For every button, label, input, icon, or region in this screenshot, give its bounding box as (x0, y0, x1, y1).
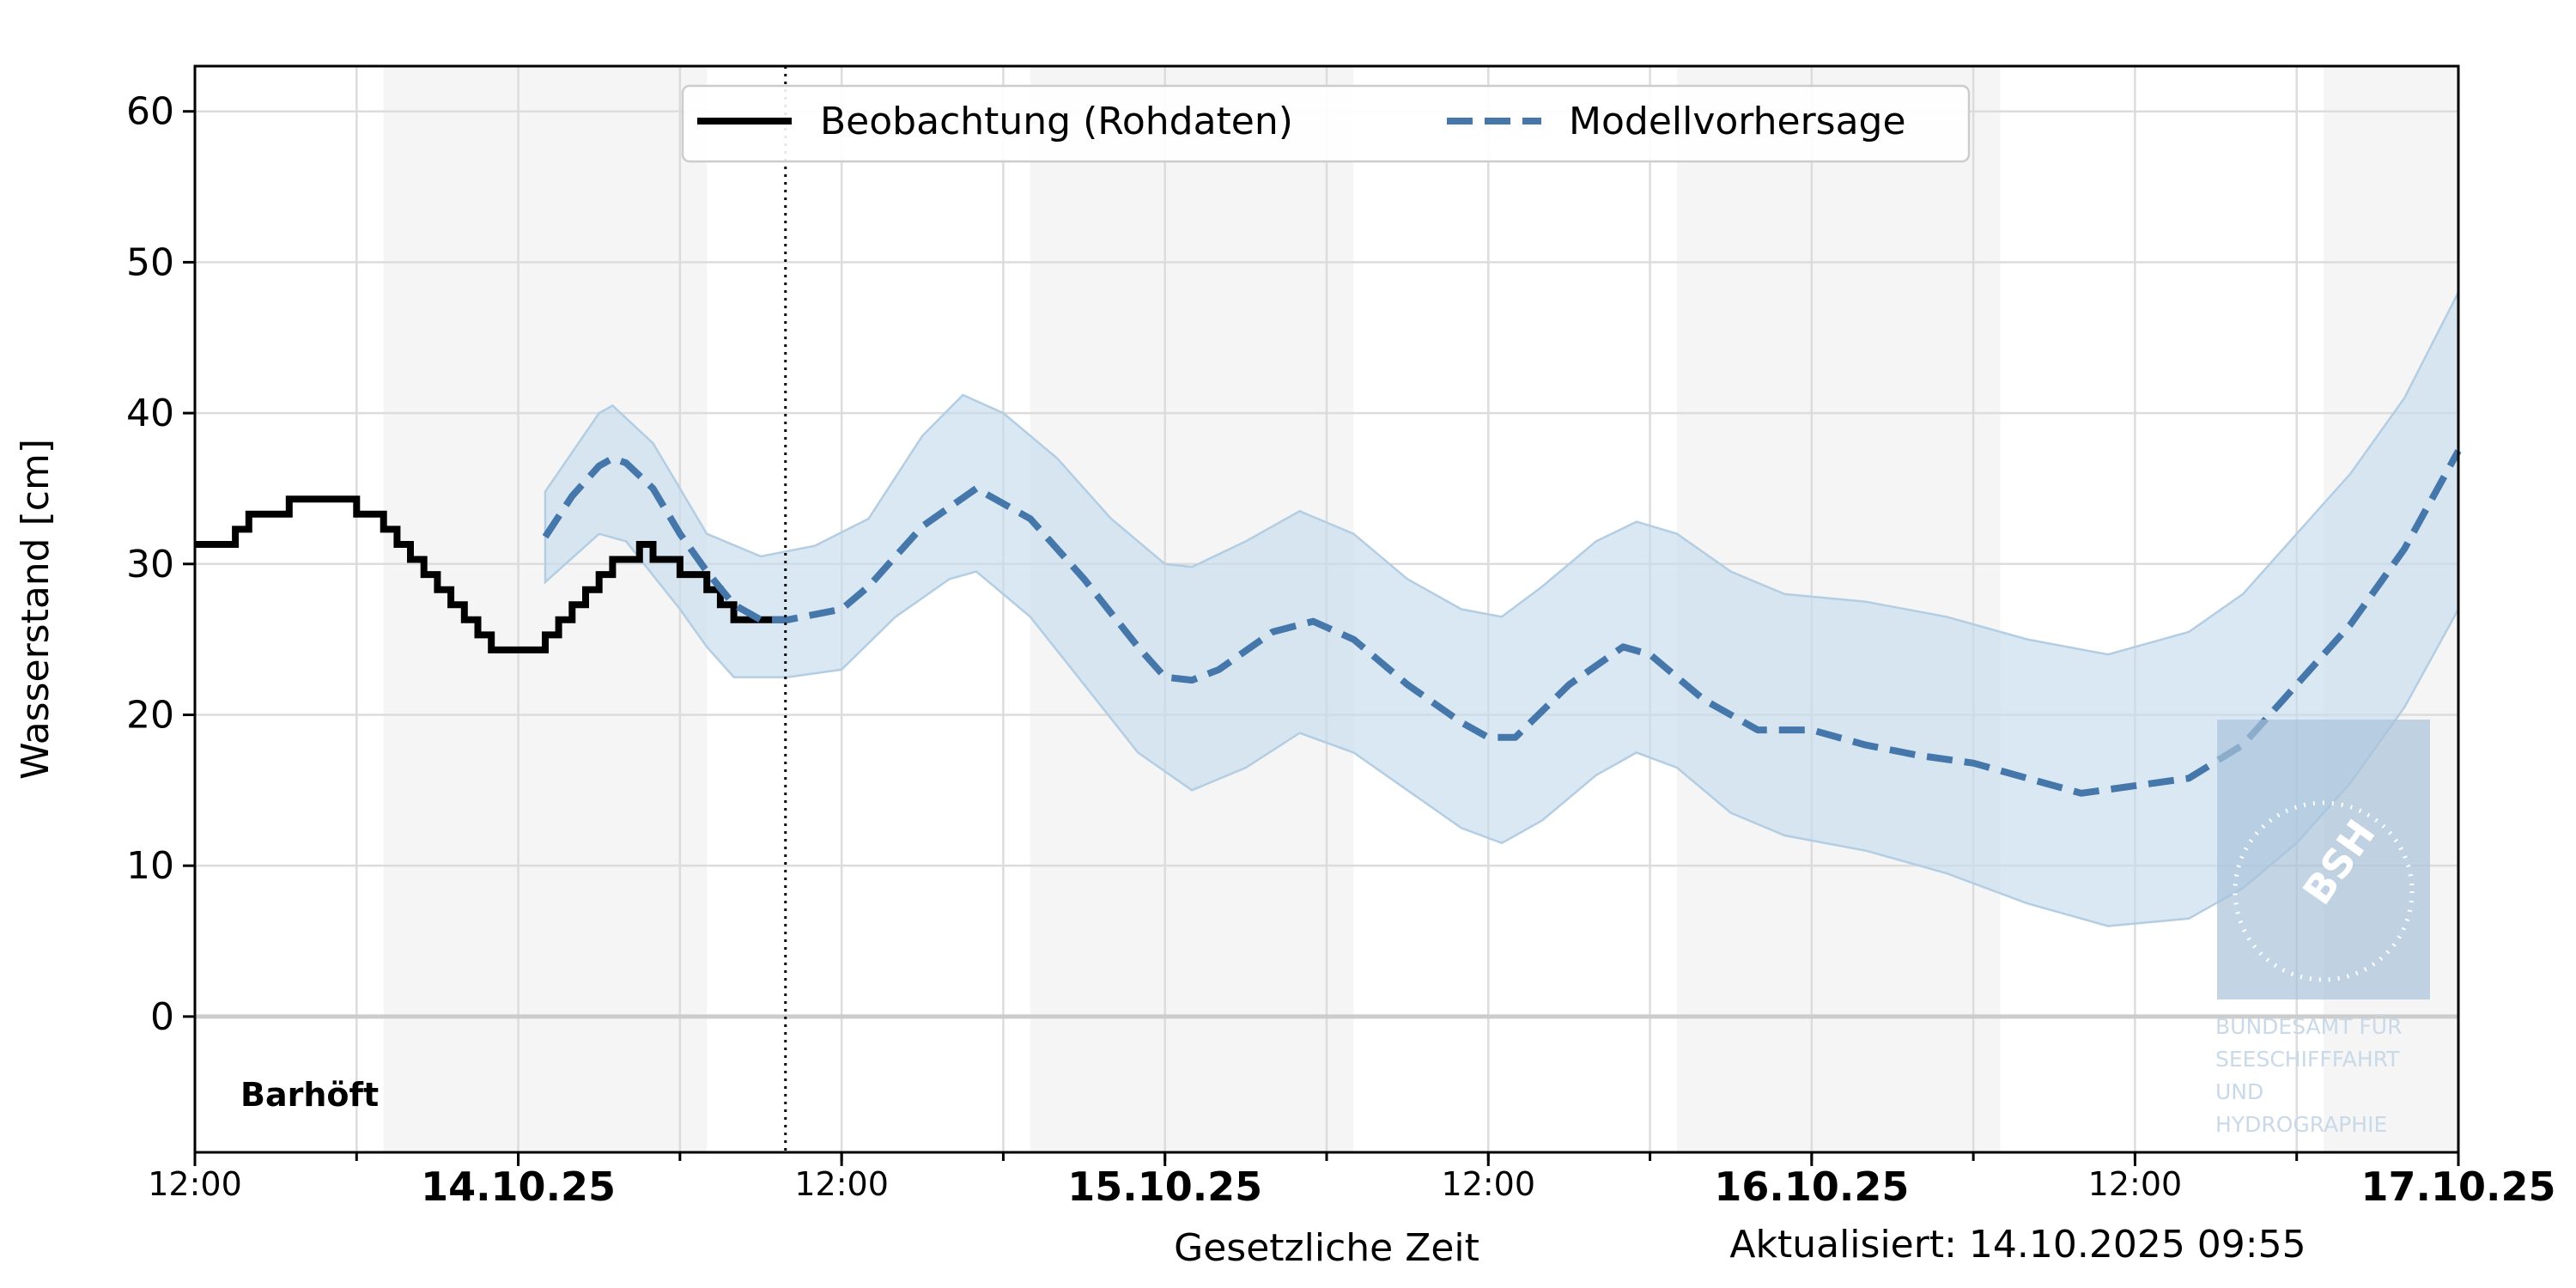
y-tick-label: 50 (126, 240, 174, 284)
station-label: Barhöft (240, 1076, 379, 1114)
series-lines (195, 449, 2462, 797)
bsh-watermark: BSH BUNDESAMT FÜR SEESCHIFFFAHRT UND HYD… (2215, 720, 2430, 1137)
x-tick-label: 12:00 (148, 1165, 242, 1203)
x-axis-label: Gesetzliche Zeit (1174, 1226, 1479, 1270)
bsh-name-line: UND (2215, 1079, 2263, 1104)
x-tick-label: 12:00 (1442, 1165, 1536, 1203)
x-tick-label: 12:00 (794, 1165, 889, 1203)
x-tick-label: 12:00 (2088, 1165, 2183, 1203)
night-band (383, 66, 708, 1152)
legend-label-observation: Beobachtung (Rohdaten) (820, 100, 1293, 143)
y-tick-label: 20 (126, 693, 174, 737)
bsh-name-line: SEESCHIFFFAHRT (2215, 1047, 2400, 1072)
x-tick-label: 15.10.25 (1067, 1163, 1262, 1210)
forecast-line (542, 449, 2462, 797)
y-tick-label: 30 (126, 543, 174, 586)
y-tick-label: 10 (126, 844, 174, 888)
axes: 0 10 20 30 40 50 60 12:00 14.10.25 12:00 15.10.25 1… (126, 90, 2556, 1210)
y-tick-label: 40 (126, 392, 174, 435)
x-tick-label: 16.10.25 (1714, 1163, 1909, 1210)
bsh-name-line: HYDROGRAPHIE (2215, 1112, 2387, 1137)
y-axis-label: Wasserstand [cm] (14, 439, 58, 780)
bsh-name-line: BUNDESAMT FÜR (2215, 1014, 2402, 1039)
y-tick-label: 60 (126, 90, 174, 134)
legend-label-forecast: Modellvorhersage (1569, 100, 1906, 143)
updated-timestamp: Aktualisiert: 14.10.2025 09:55 (1729, 1223, 2306, 1267)
bsh-logo-box (2217, 720, 2430, 999)
bsh-logo-ring (2233, 800, 2415, 982)
legend: Beobachtung (Rohdaten) Modellvorhersage (681, 84, 1971, 163)
y-tick-label: 0 (150, 995, 174, 1039)
observation-line (195, 495, 786, 653)
legend-box (681, 84, 1971, 163)
x-tick-label: 17.10.25 (2361, 1163, 2556, 1210)
x-tick-label: 14.10.25 (421, 1163, 616, 1210)
